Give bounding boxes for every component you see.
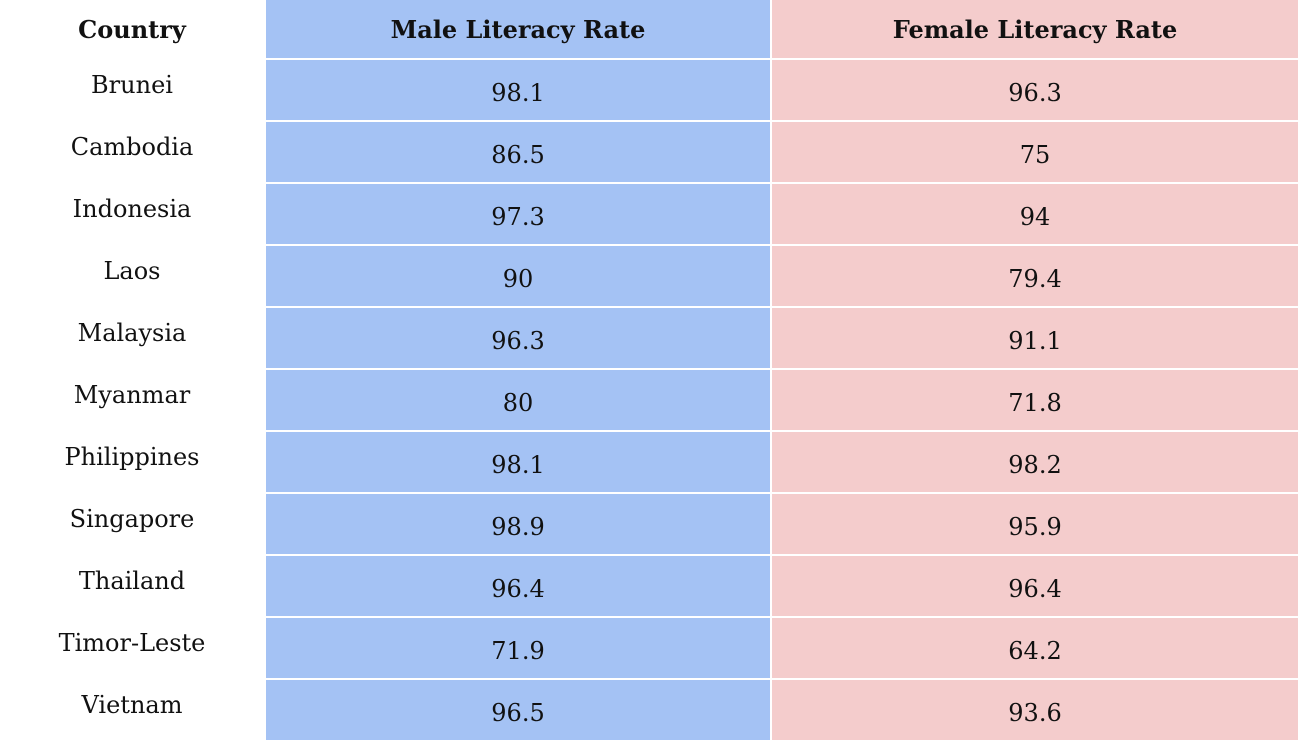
rate-cell: 64.2 xyxy=(770,617,1298,680)
table-row: Malaysia 96.3 91.1 xyxy=(0,307,1298,370)
table-row: Singapore 98.9 95.9 xyxy=(0,493,1298,556)
country-cell: Philippines xyxy=(64,443,200,471)
rate-cell: 98.1 xyxy=(264,431,771,494)
table-row: Thailand 96.4 96.4 xyxy=(0,555,1298,618)
table-body: Brunei 98.1 96.3 Cambodia 86.5 75 Indonesia 97.… xyxy=(0,59,1298,742)
table-row: Vietnam 96.5 93.6 xyxy=(0,679,1298,742)
table-row: Timor-Leste 71.9 64.2 xyxy=(0,617,1298,680)
table-row: Indonesia 97.3 94 xyxy=(0,183,1298,246)
table-row: Brunei 98.1 96.3 xyxy=(0,59,1298,122)
table-row: Laos 90 79.4 xyxy=(0,245,1298,308)
country-cell: Singapore xyxy=(69,505,195,533)
country-cell: Malaysia xyxy=(77,319,187,347)
rate-cell: 98.9 xyxy=(264,493,771,556)
rate-cell: 96.3 xyxy=(264,307,771,370)
country-cell: Vietnam xyxy=(81,691,183,719)
rate-cell: 94 xyxy=(770,183,1298,246)
header-cell: Female Literacy Rate xyxy=(770,0,1298,60)
rate-cell: 75 xyxy=(770,121,1298,184)
table-row: Cambodia 86.5 75 xyxy=(0,121,1298,184)
rate-cell: 80 xyxy=(264,369,771,432)
country-cell: Myanmar xyxy=(73,381,191,409)
rate-cell: 86.5 xyxy=(264,121,771,184)
header-cell: Country xyxy=(78,15,186,44)
rate-cell: 91.1 xyxy=(770,307,1298,370)
rate-cell: 96.4 xyxy=(264,555,771,618)
country-cell: Timor-Leste xyxy=(58,629,206,657)
table-row: Philippines 98.1 98.2 xyxy=(0,431,1298,494)
country-cell: Laos xyxy=(103,257,161,285)
rate-cell: 71.9 xyxy=(264,617,771,680)
rate-cell: 96.4 xyxy=(770,555,1298,618)
country-cell: Thailand xyxy=(78,567,186,595)
country-cell: Cambodia xyxy=(70,133,194,161)
table-header: Country Male Literacy Rate Female Litera… xyxy=(0,0,1298,60)
country-cell: Indonesia xyxy=(72,195,192,223)
header-cell: Male Literacy Rate xyxy=(264,0,771,60)
header-row: Country Male Literacy Rate Female Litera… xyxy=(0,0,1298,60)
rate-cell: 95.9 xyxy=(770,493,1298,556)
rate-cell: 90 xyxy=(264,245,771,308)
rate-cell: 97.3 xyxy=(264,183,771,246)
rate-cell: 71.8 xyxy=(770,369,1298,432)
country-cell: Brunei xyxy=(91,71,173,99)
rate-cell: 96.3 xyxy=(770,59,1298,122)
page: Country Male Literacy Rate Female Litera… xyxy=(58,0,1298,742)
rate-cell: 96.5 xyxy=(264,679,771,742)
rate-cell: 98.2 xyxy=(770,431,1298,494)
rate-cell: 79.4 xyxy=(770,245,1298,308)
rate-cell: 93.6 xyxy=(770,679,1298,742)
table-row: Myanmar 80 71.8 xyxy=(0,369,1298,432)
rate-cell: 98.1 xyxy=(264,59,771,122)
